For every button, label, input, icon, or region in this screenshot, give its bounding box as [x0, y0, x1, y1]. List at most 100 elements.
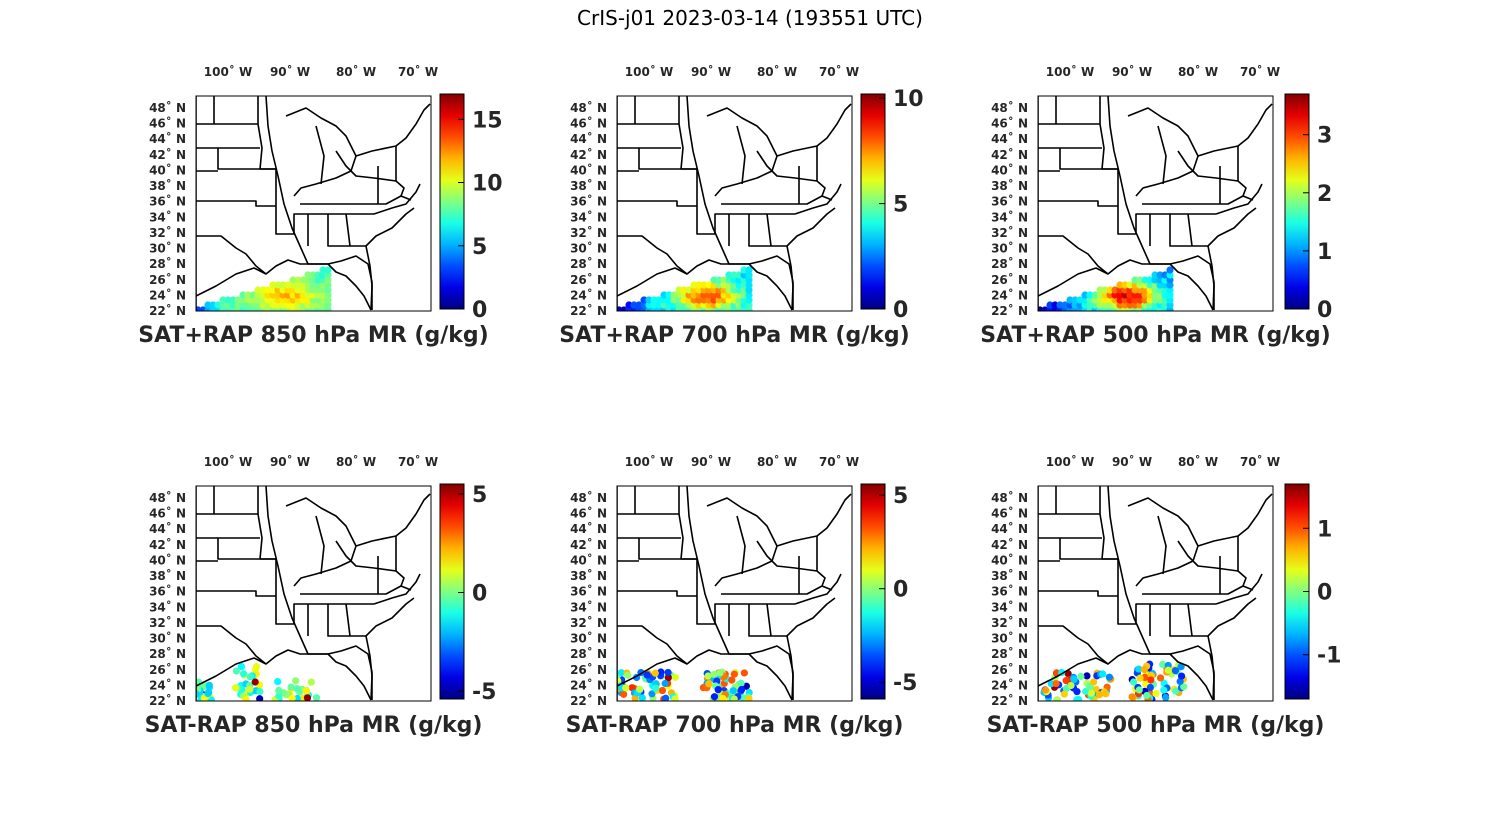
- lat-label: 44˚ N: [991, 131, 1028, 146]
- lat-label: 26˚ N: [570, 662, 607, 677]
- data-point: [680, 291, 688, 299]
- lat-label: 34˚ N: [991, 209, 1028, 224]
- colorbar: 15 10 5 0: [439, 93, 503, 323]
- data-point: [670, 301, 678, 309]
- data-point: [293, 685, 301, 693]
- data-point: [1083, 672, 1091, 680]
- colorbar-scale: [439, 483, 465, 700]
- lat-label: 36˚ N: [149, 194, 186, 209]
- data-point: [1071, 296, 1079, 304]
- data-point: [620, 690, 628, 698]
- data-point: [324, 276, 332, 284]
- data-point: [224, 301, 232, 309]
- data-point: [1106, 291, 1114, 299]
- data-point: [1081, 291, 1089, 299]
- data-point: [643, 671, 651, 679]
- data-point: [309, 301, 317, 309]
- data-point: [309, 276, 317, 284]
- lon-label: 90˚ W: [270, 454, 310, 469]
- data-point: [665, 301, 673, 309]
- data-point: [279, 301, 287, 309]
- colorbar-tick: 10: [893, 87, 924, 112]
- data-point: [730, 301, 738, 309]
- data-point: [304, 291, 312, 299]
- lat-label: 28˚ N: [991, 646, 1028, 661]
- lon-label: 90˚ W: [270, 64, 310, 79]
- data-point: [728, 676, 736, 684]
- colorbar-tick: 5: [893, 193, 908, 218]
- data-point: [299, 281, 307, 289]
- data-point: [284, 286, 292, 294]
- data-point: [294, 286, 302, 294]
- lat-label: 30˚ N: [570, 241, 607, 256]
- data-point: [729, 687, 737, 695]
- data-point: [1081, 301, 1089, 309]
- data-point: [309, 291, 317, 299]
- lat-label: 44˚ N: [149, 521, 186, 536]
- data-point: [1052, 679, 1060, 688]
- colorbar-tick: 0: [1317, 581, 1332, 606]
- data-point: [1140, 665, 1148, 674]
- data-point: [1090, 678, 1098, 686]
- data-point: [630, 301, 638, 309]
- data-point: [1166, 271, 1174, 279]
- colorbar-tick: -5: [893, 671, 917, 696]
- colorbar-scale: [860, 93, 886, 310]
- data-point: [1131, 296, 1139, 304]
- data-point: [1096, 286, 1104, 294]
- map-panel-3: 100˚ W 90˚ W 80˚ W 70˚ W 48˚ N46˚ N44˚ N42˚ …: [980, 64, 1332, 348]
- data-point: [695, 296, 703, 304]
- data-point: [1111, 301, 1119, 309]
- data-point: [209, 301, 217, 309]
- data-point: [1131, 276, 1139, 284]
- data-point: [319, 271, 327, 279]
- data-point: [244, 301, 252, 309]
- data-point: [1101, 286, 1109, 294]
- data-point: [259, 291, 267, 299]
- colorbar-tick: 15: [472, 108, 503, 133]
- data-point: [1121, 291, 1129, 299]
- data-point: [1061, 301, 1069, 309]
- data-point: [294, 281, 302, 289]
- data-point: [700, 281, 708, 289]
- data-point: [275, 692, 283, 700]
- colorbar-tick: 0: [472, 298, 487, 323]
- data-point: [1177, 663, 1185, 671]
- lat-label: 28˚ N: [570, 646, 607, 661]
- data-point: [710, 296, 718, 304]
- data-point: [294, 291, 302, 299]
- data-point: [1066, 301, 1074, 309]
- data-point: [1161, 296, 1169, 304]
- data-point: [648, 690, 656, 698]
- data-point: [244, 291, 252, 299]
- panel-title: SAT+RAP 700 hPa MR (g/kg): [559, 323, 909, 348]
- data-point: [720, 301, 728, 309]
- data-point: [636, 685, 644, 693]
- data-point: [745, 694, 753, 701]
- data-point: [1111, 286, 1119, 294]
- state-boundaries: [1038, 96, 1273, 311]
- lat-label: 42˚ N: [149, 147, 186, 162]
- data-point: [1147, 676, 1155, 684]
- lat-label: 24˚ N: [991, 287, 1028, 302]
- data-point: [309, 281, 317, 289]
- data-point: [730, 296, 738, 304]
- page-title: CrIS-j01 2023-03-14 (193551 UTC): [577, 6, 923, 30]
- state-boundaries: [196, 486, 431, 701]
- data-point: [279, 281, 287, 289]
- data-point: [685, 291, 693, 299]
- data-point: [720, 276, 728, 284]
- data-point: [715, 286, 723, 294]
- lat-label: 36˚ N: [149, 584, 186, 599]
- data-point: [730, 695, 738, 701]
- panel-title: SAT+RAP 500 hPa MR (g/kg): [980, 323, 1330, 348]
- lon-label: 70˚ W: [398, 64, 438, 79]
- data-point: [690, 296, 698, 304]
- data-point: [309, 296, 317, 304]
- data-point: [735, 301, 743, 309]
- lat-label: 28˚ N: [149, 646, 186, 661]
- lat-label: 22˚ N: [149, 693, 186, 708]
- lat-label: 28˚ N: [149, 256, 186, 271]
- data-point: [303, 694, 312, 701]
